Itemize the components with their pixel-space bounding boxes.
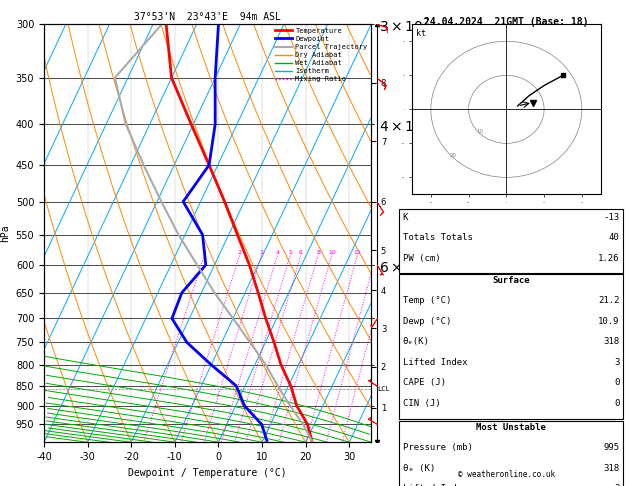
Y-axis label: hPa: hPa xyxy=(0,225,10,242)
Title: 37°53'N  23°43'E  94m ASL: 37°53'N 23°43'E 94m ASL xyxy=(134,12,281,22)
Text: 20: 20 xyxy=(450,153,457,158)
Text: 0: 0 xyxy=(614,378,620,387)
Text: K: K xyxy=(403,213,408,222)
Text: 24.04.2024  21GMT (Base: 18): 24.04.2024 21GMT (Base: 18) xyxy=(424,17,589,27)
Text: 5: 5 xyxy=(288,250,292,255)
Text: 8: 8 xyxy=(316,250,320,255)
Text: Dewp (°C): Dewp (°C) xyxy=(403,317,451,326)
Text: θₑ (K): θₑ (K) xyxy=(403,464,435,473)
Text: Totals Totals: Totals Totals xyxy=(403,233,472,243)
Text: 1: 1 xyxy=(203,250,206,255)
Text: 318: 318 xyxy=(603,464,620,473)
Text: 3: 3 xyxy=(259,250,264,255)
Text: PW (cm): PW (cm) xyxy=(403,254,440,263)
Text: kt: kt xyxy=(416,29,426,38)
Text: 21.2: 21.2 xyxy=(598,296,620,306)
Text: Temp (°C): Temp (°C) xyxy=(403,296,451,306)
Text: 6: 6 xyxy=(299,250,303,255)
Text: CAPE (J): CAPE (J) xyxy=(403,378,445,387)
Text: 318: 318 xyxy=(603,337,620,347)
Text: 10.9: 10.9 xyxy=(598,317,620,326)
Text: CIN (J): CIN (J) xyxy=(403,399,440,408)
Text: 40: 40 xyxy=(609,233,620,243)
Text: 4: 4 xyxy=(276,250,279,255)
Text: Surface: Surface xyxy=(493,276,530,285)
Text: -13: -13 xyxy=(603,213,620,222)
Legend: Temperature, Dewpoint, Parcel Trajectory, Dry Adiabat, Wet Adiabat, Isotherm, Mi: Temperature, Dewpoint, Parcel Trajectory… xyxy=(274,28,367,82)
Text: Lifted Index: Lifted Index xyxy=(403,358,467,367)
Text: 10: 10 xyxy=(476,129,484,134)
X-axis label: Dewpoint / Temperature (°C): Dewpoint / Temperature (°C) xyxy=(128,468,287,478)
Y-axis label: km
ASL: km ASL xyxy=(432,226,452,241)
Text: Pressure (mb): Pressure (mb) xyxy=(403,443,472,452)
Text: Lifted Index: Lifted Index xyxy=(403,484,467,486)
Text: 3: 3 xyxy=(614,358,620,367)
Text: LCL: LCL xyxy=(377,386,390,392)
Text: © weatheronline.co.uk: © weatheronline.co.uk xyxy=(458,469,555,479)
Text: 1.26: 1.26 xyxy=(598,254,620,263)
Text: Most Unstable: Most Unstable xyxy=(476,423,546,432)
Text: 15: 15 xyxy=(353,250,361,255)
Text: 10: 10 xyxy=(328,250,336,255)
Text: 3: 3 xyxy=(614,484,620,486)
Text: θₑ(K): θₑ(K) xyxy=(403,337,430,347)
Text: 2: 2 xyxy=(238,250,242,255)
Text: 0: 0 xyxy=(614,399,620,408)
Text: 995: 995 xyxy=(603,443,620,452)
